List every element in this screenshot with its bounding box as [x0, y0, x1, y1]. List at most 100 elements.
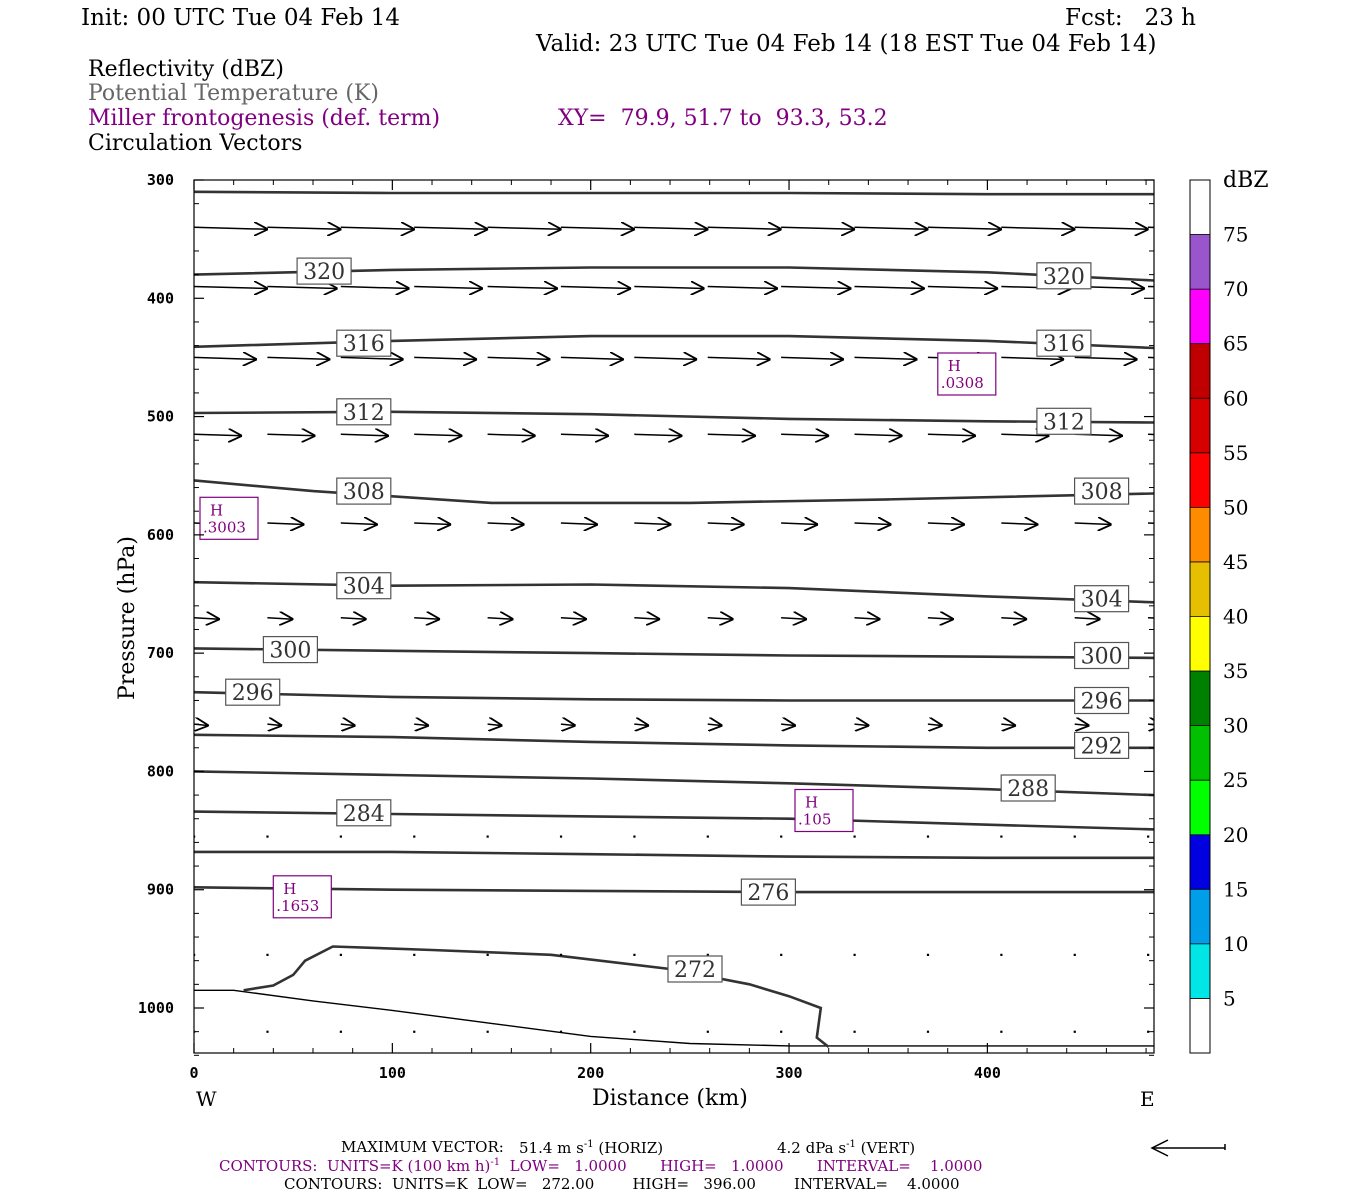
west-label: W: [196, 1087, 217, 1111]
circulation-vector: [927, 523, 965, 525]
svg-text:272: 272: [674, 958, 716, 983]
theta-contour-300: [194, 647, 1154, 660]
east-label: E: [1140, 1087, 1155, 1111]
circulation-vector: [487, 287, 558, 289]
circulation-vector: [781, 618, 807, 620]
y-tick-label: 600: [147, 526, 174, 544]
circulation-vector: [926, 1030, 930, 1033]
x-tick-label: 100: [379, 1064, 406, 1082]
circulation-vector: [1074, 724, 1090, 726]
contours-frontogenesis: CONTOURS: UNITS=K (100 km h)-1 LOW= 1.00…: [219, 1157, 983, 1175]
field-miller: Miller frontogenesis (def. term): [88, 106, 441, 131]
circulation-vector: [1001, 523, 1038, 525]
theta-label-296: 296: [225, 678, 281, 706]
circulation-vector: [634, 227, 708, 229]
circulation-vector: [486, 953, 489, 956]
circulation-vector: [340, 287, 410, 289]
circulation-vector: [560, 227, 635, 229]
circulation-vector: [340, 227, 415, 229]
frontogenesis-max-4: H.1653: [272, 875, 332, 919]
init-time: Init: 00 UTC Tue 04 Feb 14: [81, 5, 401, 31]
colorbar-label: 40: [1223, 605, 1248, 629]
circulation-vector: [927, 287, 998, 289]
circulation-vector: [560, 434, 609, 436]
circulation-vector: [267, 357, 330, 359]
x-tick-label: 400: [974, 1064, 1001, 1082]
circulation-vector: [781, 357, 844, 359]
circulation-vector: [634, 434, 682, 436]
circulation-vector: [267, 227, 341, 229]
circulation-vector: [1074, 357, 1138, 359]
circulation-vector: [707, 724, 723, 726]
circulation-vector: [560, 724, 576, 726]
colorbar-bin: [1190, 452, 1210, 508]
circulation-vector: [194, 357, 257, 359]
circulation-vector: [1001, 357, 1064, 359]
theta-label-308: 308: [1073, 477, 1130, 505]
circulation-vector: [1001, 618, 1027, 620]
max-vector-label: MAXIMUM VECTOR:: [341, 1138, 504, 1156]
circulation-vector: [413, 953, 416, 956]
circulation-vector: [559, 1030, 563, 1033]
circulation-vector: [559, 953, 563, 956]
circulation-vector: [854, 724, 870, 726]
y-tick-label: 500: [147, 408, 174, 426]
y-tick-label: 800: [147, 762, 174, 780]
circulation-vector: [780, 1030, 783, 1033]
theta-label-272: 272: [667, 955, 723, 983]
circulation-vector: [413, 1030, 416, 1033]
circulation-vector: [194, 434, 242, 436]
circulation-vector: [1000, 835, 1003, 838]
y-tick-label: 300: [147, 171, 174, 189]
colorbar-label: 10: [1223, 932, 1248, 956]
circulation-vector: [781, 523, 818, 525]
circulation-vector: [1147, 1030, 1150, 1033]
colorbar-label: 70: [1223, 277, 1248, 301]
colorbar-bin: [1190, 943, 1210, 999]
circulation-vector: [414, 618, 440, 620]
circulation-vector: [414, 434, 462, 436]
theta-label-320: 320: [1036, 262, 1092, 290]
circulation-vector: [1074, 227, 1149, 229]
circulation-vector: [1147, 835, 1150, 838]
svg-text:296: 296: [232, 681, 274, 706]
circulation-vector: [266, 835, 269, 838]
field-vectors: Circulation Vectors: [88, 131, 303, 156]
circulation-vector: [854, 357, 918, 359]
circulation-vector: [634, 724, 649, 726]
max-vector-vert: 4.2 dPa s-1 (VERT): [777, 1139, 916, 1157]
theta-label-308: 308: [336, 477, 392, 505]
valid-time: Valid: 23 UTC Tue 04 Feb 14 (18 EST Tue …: [536, 31, 1157, 57]
circulation-vector: [414, 523, 451, 525]
max-value: .1653: [276, 897, 319, 915]
circulation-vector: [854, 523, 892, 525]
circulation-vector: [560, 357, 624, 359]
theta-contour-324: [194, 190, 1154, 196]
circulation-vector: [1074, 618, 1101, 620]
colorbar-bin: [1190, 834, 1210, 890]
circulation-vector: [486, 835, 489, 838]
colorbar-label: 60: [1223, 386, 1248, 410]
circulation-vector: [707, 357, 771, 359]
circulation-vector: [487, 724, 503, 726]
circulation-vector: [1000, 953, 1003, 956]
circulation-vector: [706, 835, 709, 838]
circulation-vector: [339, 953, 342, 956]
circulation-vector: [413, 835, 416, 838]
svg-text:320: 320: [1043, 265, 1085, 290]
circulation-vector: [706, 953, 709, 956]
circulation-vector: [194, 287, 268, 289]
circulation-vector: [853, 953, 856, 956]
circulation-vector: [854, 227, 929, 229]
circulation-vector: [1001, 724, 1016, 726]
circulation-vector: [707, 227, 782, 229]
theta-label-316: 316: [336, 329, 392, 357]
svg-text:292: 292: [1081, 734, 1123, 759]
svg-text:308: 308: [343, 480, 385, 505]
colorbar-bin: [1190, 234, 1210, 290]
field-theta: Potential Temperature (K): [88, 81, 379, 106]
circulation-vector: [266, 1030, 269, 1033]
max-symbol: H: [805, 794, 818, 812]
colorbar-bin: [1190, 561, 1210, 617]
circulation-vector: [487, 434, 536, 436]
